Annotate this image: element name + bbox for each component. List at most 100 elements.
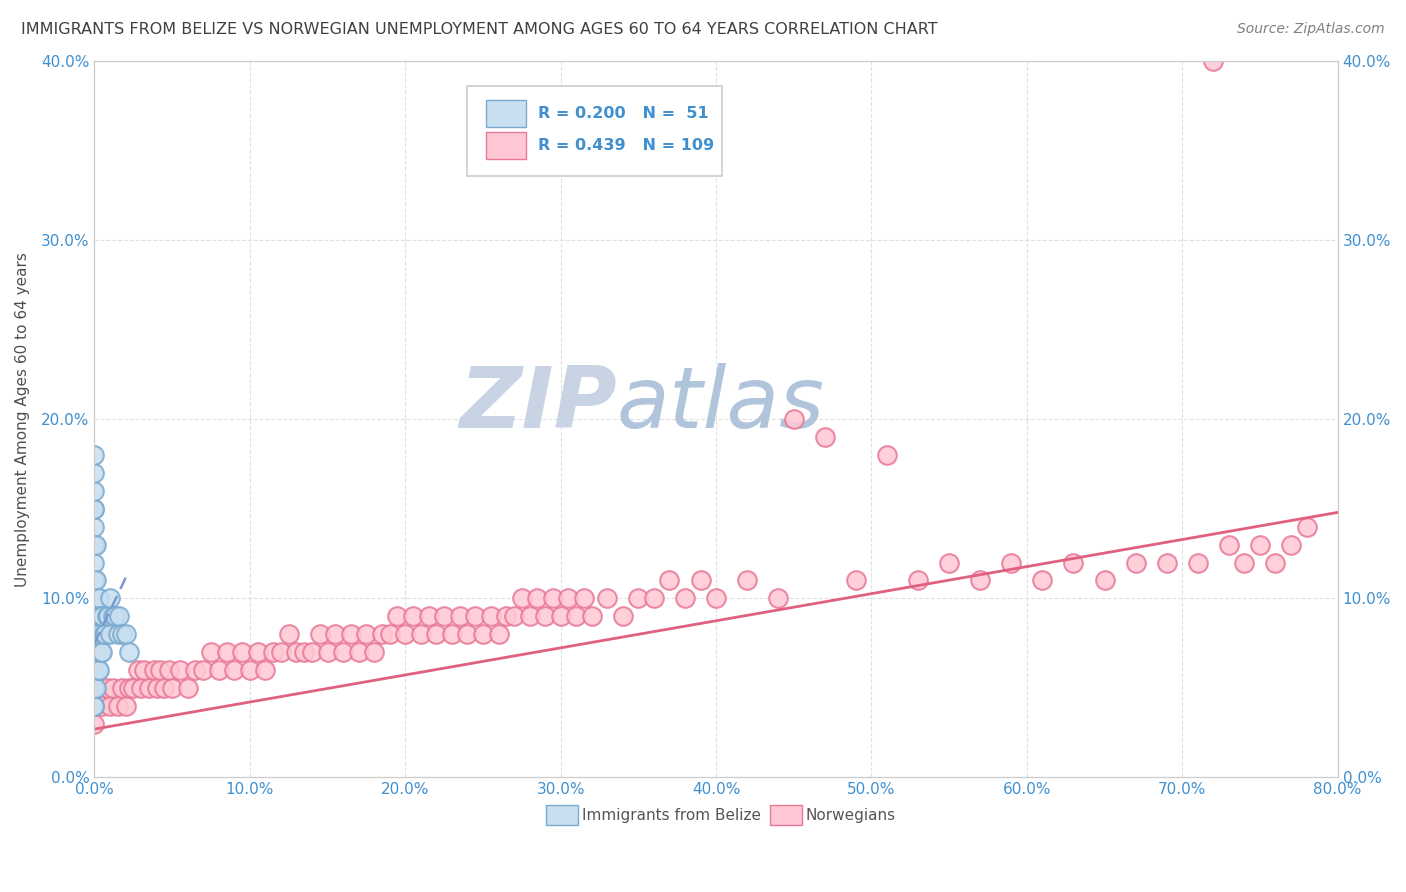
- Point: [114, 698, 136, 713]
- Point: [292, 645, 315, 659]
- Point: [89, 663, 111, 677]
- Point: [215, 645, 238, 659]
- Point: [550, 609, 572, 624]
- Point: [83, 698, 105, 713]
- Point: [495, 609, 517, 624]
- Point: [101, 609, 124, 624]
- Point: [83, 591, 105, 606]
- Point: [83, 627, 105, 641]
- Point: [488, 627, 510, 641]
- Point: [534, 609, 557, 624]
- Point: [91, 609, 114, 624]
- Point: [510, 591, 533, 606]
- Point: [766, 591, 789, 606]
- Point: [418, 609, 440, 624]
- Point: [83, 448, 105, 462]
- FancyBboxPatch shape: [546, 805, 578, 825]
- Text: IMMIGRANTS FROM BELIZE VS NORWEGIAN UNEMPLOYMENT AMONG AGES 60 TO 64 YEARS CORRE: IMMIGRANTS FROM BELIZE VS NORWEGIAN UNEM…: [21, 22, 938, 37]
- FancyBboxPatch shape: [486, 132, 526, 160]
- Point: [1062, 556, 1084, 570]
- Point: [91, 698, 114, 713]
- Point: [285, 645, 308, 659]
- Point: [86, 627, 108, 641]
- Point: [876, 448, 898, 462]
- Point: [83, 627, 105, 641]
- Point: [84, 538, 107, 552]
- Point: [689, 574, 711, 588]
- Point: [208, 663, 231, 677]
- Point: [456, 627, 478, 641]
- Y-axis label: Unemployment Among Ages 60 to 64 years: Unemployment Among Ages 60 to 64 years: [15, 252, 30, 587]
- Point: [627, 591, 650, 606]
- Point: [86, 663, 108, 677]
- Point: [907, 574, 929, 588]
- Point: [83, 645, 105, 659]
- Point: [1218, 538, 1240, 552]
- Point: [526, 591, 548, 606]
- Point: [270, 645, 292, 659]
- Point: [969, 574, 991, 588]
- FancyBboxPatch shape: [769, 805, 801, 825]
- Point: [1156, 556, 1178, 570]
- Point: [104, 609, 127, 624]
- Point: [149, 663, 172, 677]
- Point: [1233, 556, 1256, 570]
- Point: [1094, 574, 1116, 588]
- FancyBboxPatch shape: [486, 100, 526, 127]
- Point: [239, 663, 262, 677]
- Point: [557, 591, 579, 606]
- Point: [472, 627, 495, 641]
- Point: [111, 681, 134, 695]
- Text: R = 0.439   N = 109: R = 0.439 N = 109: [538, 138, 714, 153]
- FancyBboxPatch shape: [467, 87, 723, 176]
- Point: [142, 663, 165, 677]
- Point: [101, 681, 124, 695]
- Point: [83, 681, 105, 695]
- Point: [479, 609, 502, 624]
- Point: [347, 645, 370, 659]
- Point: [89, 627, 111, 641]
- Point: [643, 591, 665, 606]
- Point: [231, 645, 253, 659]
- Point: [93, 627, 115, 641]
- Point: [1264, 556, 1286, 570]
- Point: [160, 681, 183, 695]
- Point: [83, 520, 105, 534]
- Text: atlas: atlas: [617, 363, 824, 447]
- Text: ZIP: ZIP: [458, 363, 617, 447]
- Point: [332, 645, 354, 659]
- Point: [83, 681, 105, 695]
- Point: [96, 681, 118, 695]
- Point: [129, 681, 152, 695]
- Point: [83, 556, 105, 570]
- Point: [440, 627, 463, 641]
- Point: [735, 574, 758, 588]
- Point: [1279, 538, 1302, 552]
- Point: [98, 591, 121, 606]
- Point: [157, 663, 180, 677]
- Text: R = 0.200   N =  51: R = 0.200 N = 51: [538, 106, 709, 121]
- Point: [449, 609, 471, 624]
- Point: [938, 556, 960, 570]
- Point: [1031, 574, 1053, 588]
- Point: [503, 609, 526, 624]
- Point: [83, 716, 105, 731]
- Point: [596, 591, 619, 606]
- Point: [84, 645, 107, 659]
- Text: Norwegians: Norwegians: [806, 808, 896, 823]
- Point: [83, 466, 105, 480]
- Point: [91, 645, 114, 659]
- Point: [83, 663, 105, 677]
- Point: [519, 609, 541, 624]
- Point: [134, 663, 156, 677]
- Point: [127, 663, 149, 677]
- Point: [704, 591, 727, 606]
- Point: [1249, 538, 1271, 552]
- Point: [98, 698, 121, 713]
- Point: [83, 663, 105, 677]
- Point: [94, 627, 117, 641]
- Point: [83, 645, 105, 659]
- Point: [83, 591, 105, 606]
- Point: [1187, 556, 1209, 570]
- Point: [145, 681, 167, 695]
